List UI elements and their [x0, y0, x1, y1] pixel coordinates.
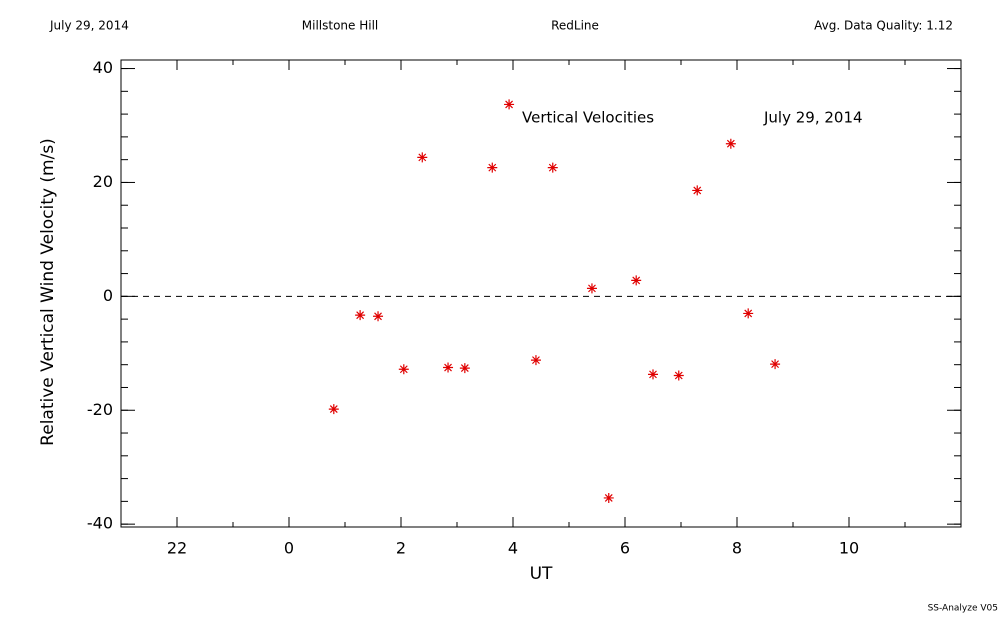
point [373, 311, 384, 322]
plot-frame [120, 59, 962, 528]
point [443, 362, 454, 373]
point [692, 185, 703, 196]
point [328, 404, 339, 415]
point [725, 138, 736, 149]
y-axis-label: Relative Vertical Wind Velocity (m/s) [38, 138, 58, 446]
point [743, 308, 754, 319]
point [398, 364, 409, 375]
header-line: RedLine [551, 19, 599, 33]
annotation: July 29, 2014 [763, 109, 863, 127]
footer: SS-Analyze V05 [928, 604, 998, 614]
point [770, 359, 781, 370]
point [530, 355, 541, 366]
y-tick-label: 20 [93, 172, 113, 191]
y-tick-label: 40 [93, 58, 113, 77]
x-axis-label: UT [530, 564, 553, 584]
point [603, 492, 614, 503]
x-tick-label: 4 [508, 539, 518, 558]
header-date: July 29, 2014 [49, 19, 129, 33]
point [673, 370, 684, 381]
x-tick-label: 10 [839, 539, 859, 558]
y-tick-label: -20 [87, 400, 113, 419]
point [631, 275, 642, 286]
x-tick-label: 2 [396, 539, 406, 558]
y-tick-label: 0 [103, 286, 113, 305]
point [648, 369, 658, 380]
header-quality: Avg. Data Quality: 1.12 [814, 19, 953, 33]
x-tick-label: 8 [732, 539, 742, 558]
point [547, 162, 558, 173]
x-tick-label: 0 [284, 539, 294, 558]
point [417, 152, 428, 163]
point [487, 162, 498, 173]
x-tick-label: 22 [167, 539, 187, 558]
header-site: Millstone Hill [302, 19, 378, 33]
point [504, 99, 515, 110]
point [586, 283, 597, 294]
point [355, 310, 366, 321]
annotation: Vertical Velocities [522, 109, 654, 127]
point [459, 363, 470, 374]
y-tick-label: -40 [87, 514, 113, 533]
x-tick-label: 6 [620, 539, 630, 558]
